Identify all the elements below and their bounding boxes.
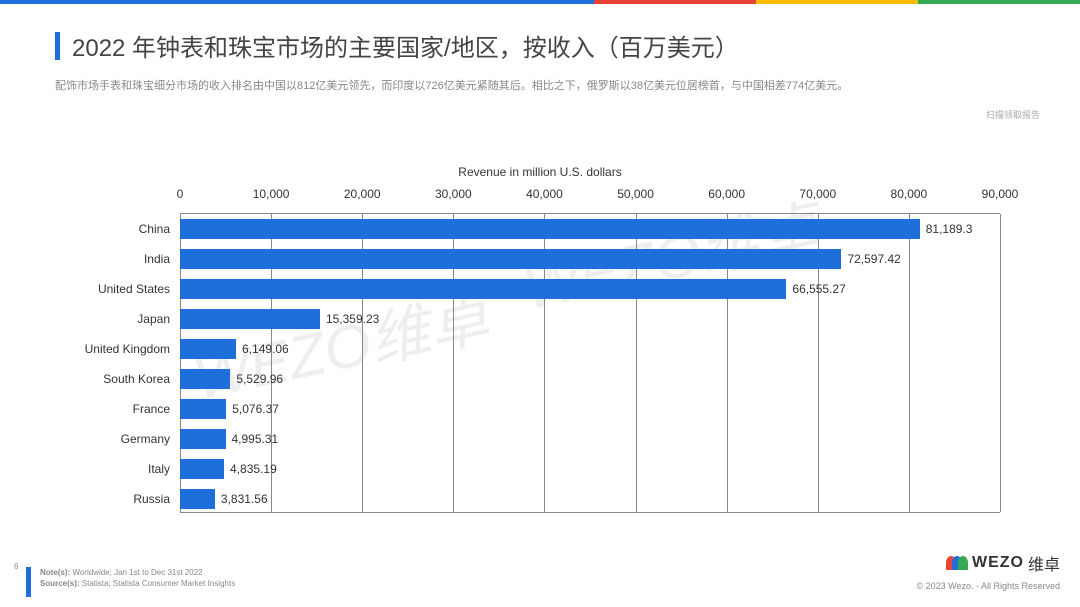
copyright: © 2023 Wezo. - All Rights Reserved — [916, 581, 1060, 591]
x-tick-label: 20,000 — [344, 187, 381, 201]
note-label: Note(s): — [40, 568, 70, 577]
category-label: Germany — [70, 432, 170, 446]
bar-row: Japan15,359.23 — [180, 304, 1000, 334]
page-title: 2022 年钟表和珠宝市场的主要国家/地区，按收入（百万美元） — [72, 28, 739, 63]
category-label: United States — [70, 282, 170, 296]
bar-row: United States66,555.27 — [180, 274, 1000, 304]
x-tick-label: 0 — [177, 187, 184, 201]
top-accent-bar — [0, 0, 1080, 4]
accent-seg-3 — [756, 0, 918, 4]
x-tick-label: 80,000 — [891, 187, 928, 201]
bar: 4,835.19 — [180, 459, 224, 479]
category-label: France — [70, 402, 170, 416]
category-label: China — [70, 222, 170, 236]
source-label: Source(s): — [40, 579, 80, 588]
bar-value-label: 4,835.19 — [230, 462, 277, 476]
bar: 5,529.96 — [180, 369, 230, 389]
x-tick-label: 60,000 — [708, 187, 745, 201]
bar: 5,076.37 — [180, 399, 226, 419]
bar: 3,831.56 — [180, 489, 215, 509]
bar-value-label: 5,529.96 — [236, 372, 283, 386]
bar-value-label: 5,076.37 — [232, 402, 279, 416]
bar-row: Germany4,995.31 — [180, 424, 1000, 454]
logo-icon — [946, 556, 968, 570]
bar-value-label: 6,149.06 — [242, 342, 289, 356]
category-label: India — [70, 252, 170, 266]
bar-value-label: 72,597.42 — [847, 252, 900, 266]
x-axis-ticks: 0 10,000 20,000 30,000 40,000 50,000 60,000 70,… — [180, 187, 1000, 207]
bar-value-label: 15,359.23 — [326, 312, 379, 326]
x-tick-label: 70,000 — [799, 187, 836, 201]
chart: Revenue in million U.S. dollars 0 10,000 2… — [70, 165, 1010, 525]
source-text: Statista; Statista Consumer Market Insig… — [82, 579, 235, 588]
bar: 6,149.06 — [180, 339, 236, 359]
accent-seg-2 — [594, 0, 756, 4]
bar: 81,189.3 — [180, 219, 920, 239]
footer: 6 Note(s): Worldwide; Jan 1st to Dec 31s… — [0, 567, 1080, 597]
bar-row: United Kingdom6,149.06 — [180, 334, 1000, 364]
bar: 4,995.31 — [180, 429, 226, 449]
bar-value-label: 81,189.3 — [926, 222, 973, 236]
logo-text-cn: 维卓 — [1028, 551, 1060, 575]
title-marker — [55, 32, 60, 60]
bar-value-label: 66,555.27 — [792, 282, 845, 296]
logo-wave-3 — [958, 556, 968, 570]
bar-row: South Korea5,529.96 — [180, 364, 1000, 394]
footer-notes: Note(s): Worldwide; Jan 1st to Dec 31st … — [40, 568, 235, 589]
page-number: 6 — [14, 562, 18, 571]
x-axis-title: Revenue in million U.S. dollars — [70, 165, 1010, 179]
grid-line — [1000, 214, 1001, 512]
bar-row: India72,597.42 — [180, 244, 1000, 274]
bar-row: China81,189.3 — [180, 214, 1000, 244]
bar-value-label: 4,995.31 — [232, 432, 279, 446]
x-tick-label: 30,000 — [435, 187, 472, 201]
bar: 72,597.42 — [180, 249, 841, 269]
bar: 66,555.27 — [180, 279, 786, 299]
x-tick-label: 50,000 — [617, 187, 654, 201]
scan-note: 扫描领取报告 — [986, 108, 1040, 121]
bar: 15,359.23 — [180, 309, 320, 329]
accent-seg-1 — [0, 0, 594, 4]
category-label: Russia — [70, 492, 170, 506]
x-tick-label: 90,000 — [982, 187, 1019, 201]
category-label: Italy — [70, 462, 170, 476]
bar-row: France5,076.37 — [180, 394, 1000, 424]
x-tick-label: 10,000 — [253, 187, 290, 201]
title-bar: 2022 年钟表和珠宝市场的主要国家/地区，按收入（百万美元） — [55, 28, 1025, 63]
bar-row: Italy4,835.19 — [180, 454, 1000, 484]
bar-value-label: 3,831.56 — [221, 492, 268, 506]
accent-seg-4 — [918, 0, 1080, 4]
plot-area: China81,189.3India72,597.42United States… — [180, 213, 1000, 513]
x-tick-label: 40,000 — [526, 187, 563, 201]
logo: WEZO 维卓 — [946, 551, 1060, 575]
bar-row: Russia3,831.56 — [180, 484, 1000, 514]
footer-marker — [26, 567, 31, 597]
note-text: Worldwide; Jan 1st to Dec 31st 2022 — [72, 568, 202, 577]
category-label: Japan — [70, 312, 170, 326]
logo-text: WEZO — [972, 554, 1024, 572]
page-subtitle: 配饰市场手表和珠宝细分市场的收入排名由中国以812亿美元领先，而印度以726亿美… — [55, 77, 1025, 93]
header: 2022 年钟表和珠宝市场的主要国家/地区，按收入（百万美元） 配饰市场手表和珠… — [0, 0, 1080, 93]
category-label: South Korea — [70, 372, 170, 386]
category-label: United Kingdom — [70, 342, 170, 356]
